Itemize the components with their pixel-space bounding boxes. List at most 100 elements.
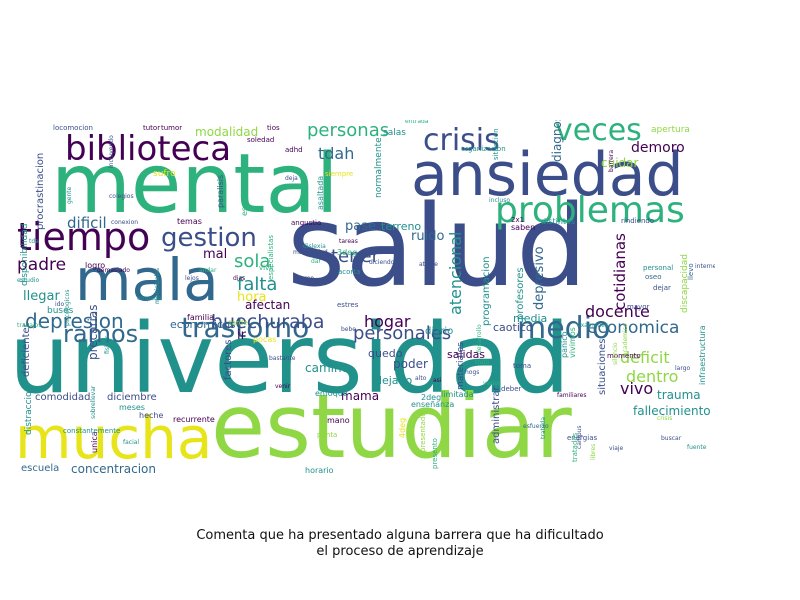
cloud-word: administrar [491,386,502,444]
cloud-word: psicologicos [64,290,71,326]
cloud-word: 2deg [421,393,441,402]
cloud-word: asaltada [316,176,325,210]
cloud-word: campus [576,425,583,449]
cloud-word: dentro [626,367,678,386]
cloud-word: venir [275,383,291,390]
cloud-word: dias [233,275,245,282]
cloud-word: alto [415,375,427,382]
cloud-word: huechuraba [211,311,324,333]
cloud-word: trabajos [17,322,41,329]
cloud-word: atencional [446,232,465,315]
cloud-word: deja [285,175,298,182]
cloud-word: deber [501,385,522,393]
cloud-word: hogar [364,312,411,331]
word-cloud: salud universidad mental estudiar mucha ansie… [15,120,715,475]
cloud-word: quedo [368,347,403,360]
cloud-word: lejos [185,275,199,282]
cloud-word: economicos [170,318,236,331]
cloud-word: infraestructura [698,325,707,385]
cloud-word: normalmente [374,137,384,198]
cloud-word: examenes [577,322,608,329]
cloud-word: salas [383,128,406,138]
figure-caption: Comenta que ha presentado alguna barrera… [100,528,700,560]
cloud-word: deficit [620,348,670,367]
cloud-word: falta [237,274,277,295]
cloud-word: fuente [687,444,707,451]
cloud-word: tener [331,246,380,267]
cloud-word: incluyendo [108,135,115,168]
cloud-word: tiempo [17,215,150,259]
cloud-word: apertura [651,125,690,135]
cloud-word: situaciones [597,339,608,395]
cloud-word: presento [431,438,439,469]
cloud-word: llegar [23,289,60,304]
cloud-word: tareas [339,238,358,245]
cloud-word: 4deg [398,418,407,438]
cloud-word: afectan [245,298,290,312]
cloud-word: fisicos [104,335,111,354]
cloud-word: acorta [338,268,360,276]
cloud-word: personas [307,120,389,141]
cloud-word: personal [643,264,673,272]
cloud-word: vivir [259,264,274,272]
cloud-word: punta [317,431,337,439]
cloud-word: tratadas [571,432,579,462]
cloud-word: angustia [291,219,321,227]
caption-line-2: el proceso de aprendizaje [316,544,484,559]
cloud-word: escuela [21,463,59,474]
cloud-word: salidas [447,348,485,361]
cloud-word: maternidad [293,249,328,256]
cloud-word: llevo [687,263,695,280]
cloud-word: unica [90,431,99,453]
cloud-word: varios [483,380,501,387]
cloud-word: universidad [15,303,570,415]
cloud-word: municipales [154,268,161,304]
cloud-word: diagnostico [550,120,564,162]
cloud-word: 2x1 [511,216,524,224]
cloud-word: cotidianas [611,233,629,310]
caption-line-1: Comenta que ha presentado alguna barrera… [196,528,604,543]
cloud-word: ruido [411,229,444,244]
cloud-word: economica [587,318,679,338]
cloud-word: materiales [456,342,466,390]
cloud-word: docente [585,302,650,321]
cloud-word: diciendo [369,259,395,266]
cloud-word: familiares [557,392,586,399]
cloud-word: fallecimiento [633,404,711,418]
cloud-word: momento [607,352,641,360]
cloud-word: facial [123,439,139,446]
cloud-word: tratada [540,417,547,439]
cloud-word: personales [353,323,451,344]
cloud-word: siempre [325,170,353,178]
cloud-word: disponibilidad [20,224,30,286]
cloud-word: gestion [161,223,257,253]
cloud-word: mayor [627,303,650,311]
cloud-word: hora [237,290,267,305]
cloud-word: estudiar [211,375,573,475]
cloud-word: medio [517,311,610,346]
cloud-word: trastorno [181,311,309,344]
cloud-word: logro [85,261,105,270]
cloud-word: saben [511,223,535,232]
cloud-word: demoro [631,140,685,156]
cloud-word: sufro [153,169,176,179]
cloud-word: discapacidad [680,254,690,313]
cloud-word: salud [287,182,587,312]
cloud-word: locomocion [53,124,93,132]
cloud-word: tdah [318,144,354,163]
cloud-word: tumor [161,124,182,132]
cloud-word: energias [567,434,597,442]
cloud-word: hogs [465,369,479,376]
cloud-word: organizacion [461,145,506,153]
cloud-word: depresivo [532,246,547,310]
cloud-word: academico [622,323,629,356]
cloud-word: especialistas [267,235,275,280]
cloud-word: comodidad [35,392,90,403]
cloud-word: dislexia [303,243,326,250]
cloud-word: sobrellevar [90,385,97,419]
cloud-word: precarias [86,305,100,361]
cloud-word: heche [139,411,163,420]
cloud-word: situacion [492,128,500,160]
cloud-word: horario [305,466,334,475]
